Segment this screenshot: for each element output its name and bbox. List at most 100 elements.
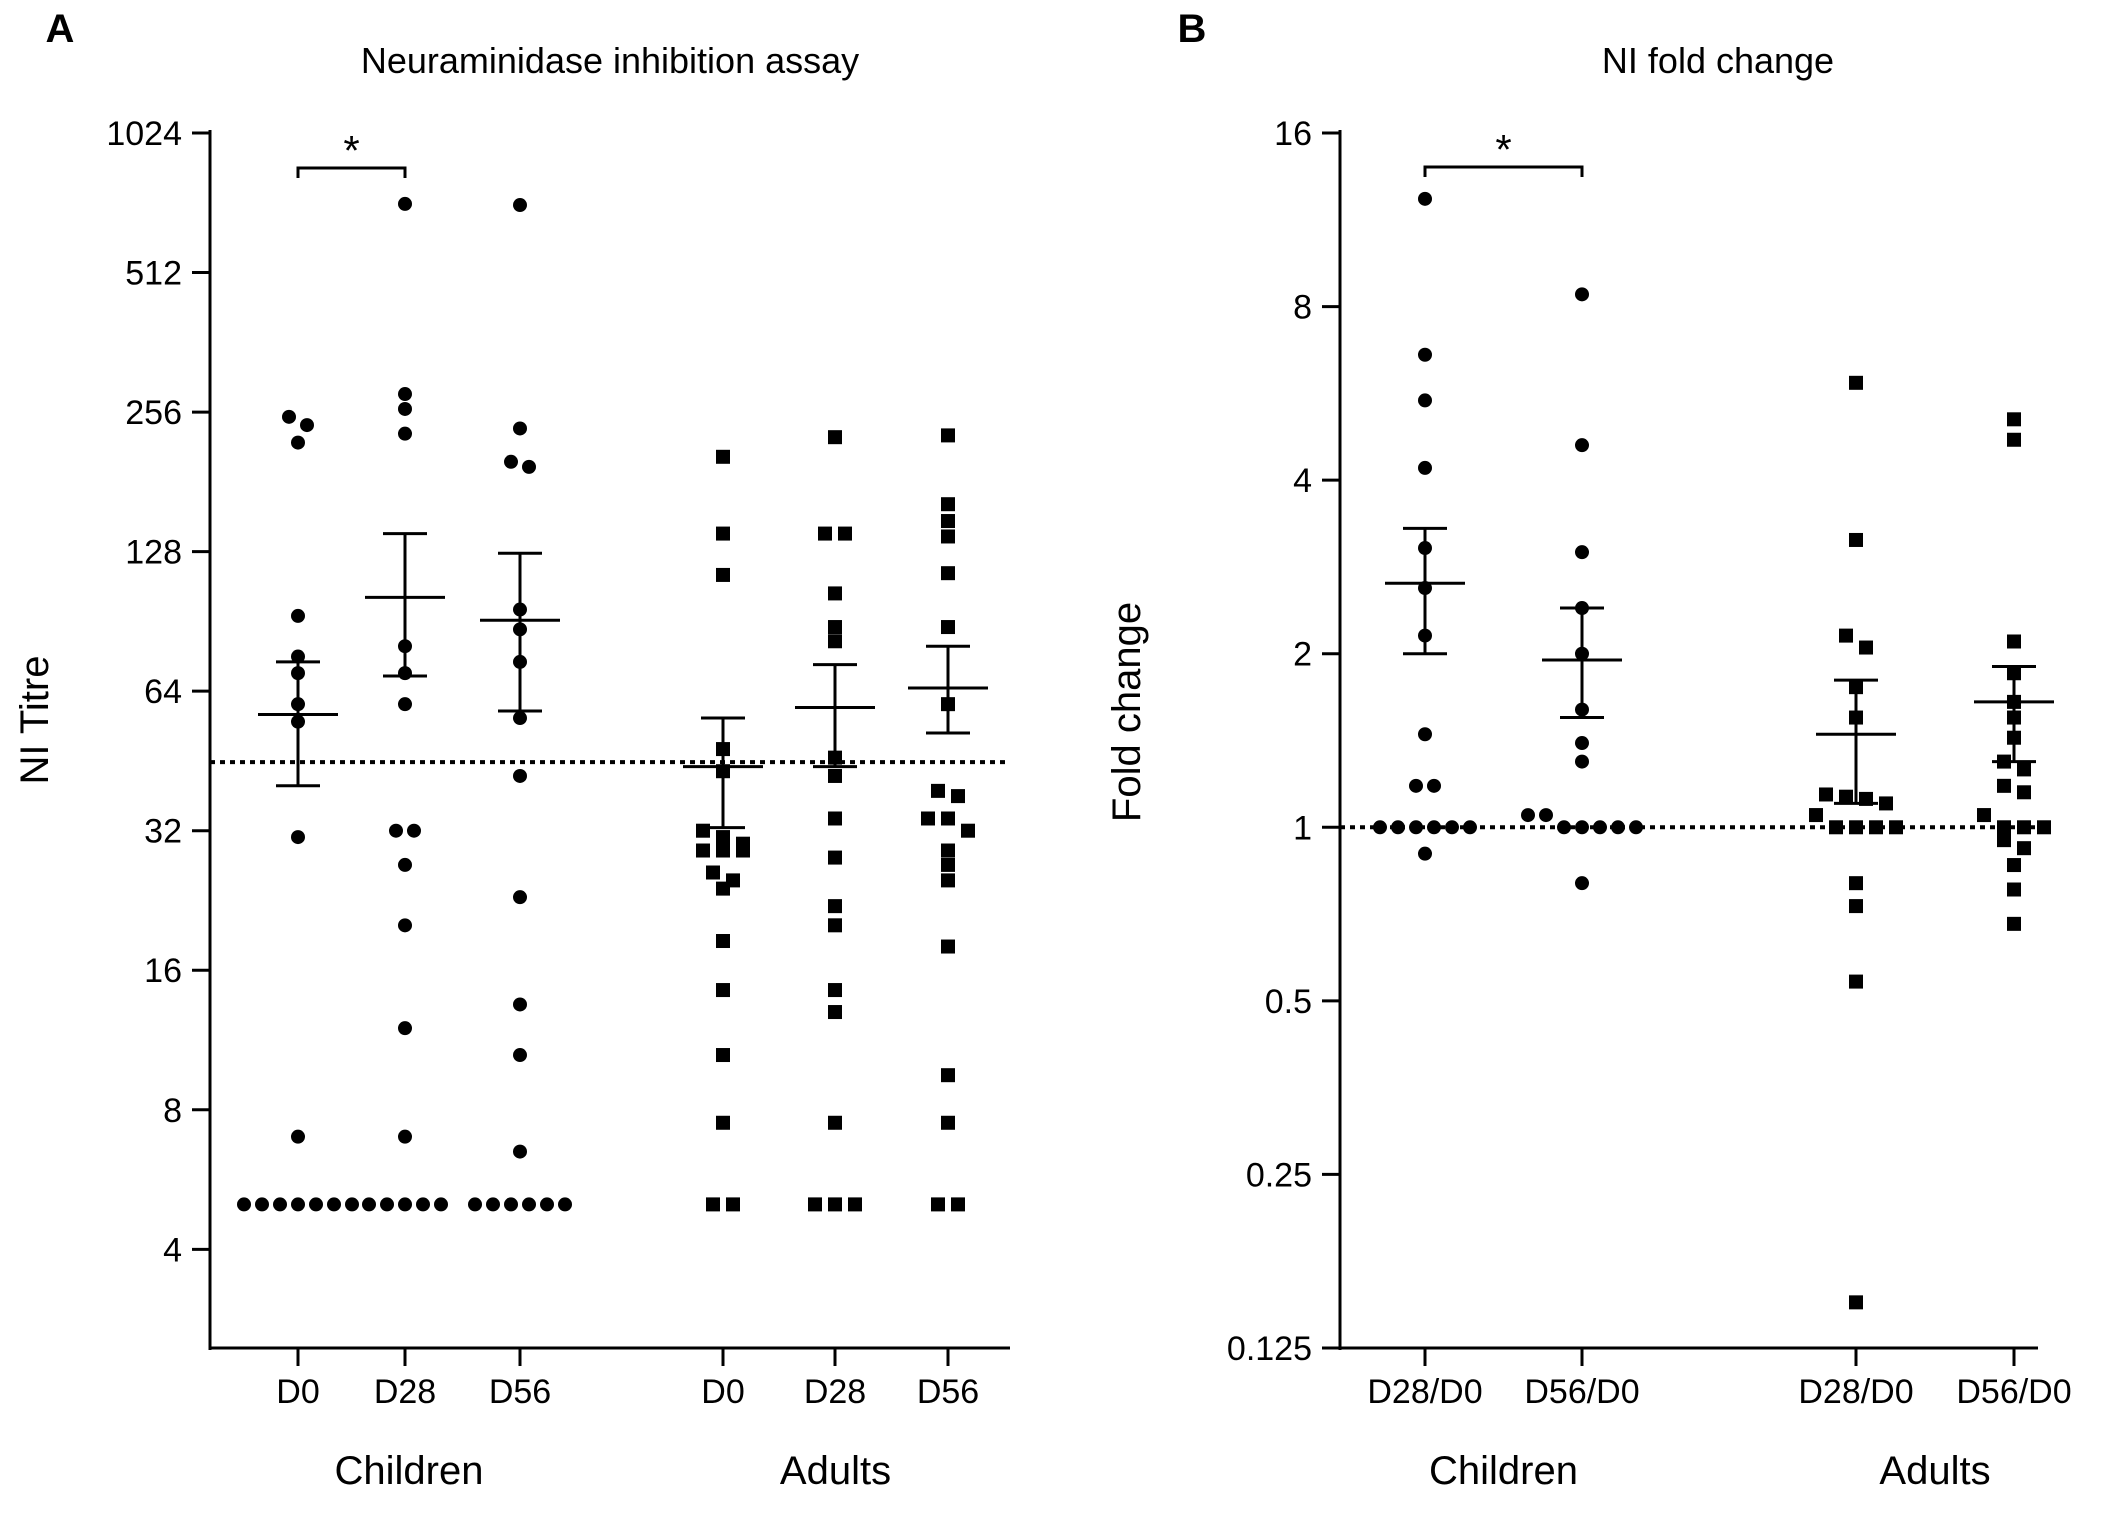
data-point (2007, 858, 2021, 873)
data-point (941, 514, 955, 529)
data-point (513, 768, 527, 783)
y-tick-label: 64 (144, 673, 182, 711)
data-point (513, 1048, 527, 1063)
group-label: Children (1429, 1449, 1578, 1493)
y-tick-label: 8 (163, 1092, 182, 1130)
data-point (716, 881, 730, 896)
data-point (1611, 820, 1625, 835)
data-point (1809, 808, 1823, 823)
data-point (362, 1197, 376, 1212)
data-point (941, 873, 955, 888)
series-adults-d28 (795, 430, 875, 1212)
data-point (716, 830, 730, 845)
data-point (941, 811, 955, 826)
data-point (941, 939, 955, 954)
data-point (828, 768, 842, 783)
data-point (1575, 820, 1589, 835)
data-point (1849, 375, 1863, 390)
data-point (398, 1197, 412, 1212)
x-tick-label: D28 (804, 1373, 866, 1411)
group-label: Adults (780, 1449, 891, 1493)
series-children-d0 (237, 409, 359, 1212)
data-point (1889, 820, 1903, 835)
data-point (828, 1005, 842, 1020)
y-tick-label: 128 (125, 534, 182, 572)
data-point (291, 830, 305, 845)
x-tick-label: D56/D0 (1956, 1373, 2071, 1411)
data-point (716, 1048, 730, 1063)
data-point (848, 1197, 862, 1212)
data-point (1418, 191, 1432, 206)
data-point (504, 454, 518, 469)
data-point (828, 899, 842, 914)
data-point (716, 567, 730, 582)
data-point (407, 823, 421, 838)
y-tick-label: 8 (1293, 289, 1312, 327)
series-adults-d56-d0 (1974, 412, 2054, 931)
data-point (696, 823, 710, 838)
data-point (291, 608, 305, 623)
y-tick-label: 4 (163, 1231, 182, 1269)
data-point (941, 857, 955, 872)
group-label: Adults (1879, 1449, 1990, 1493)
data-point (716, 1115, 730, 1130)
data-point (716, 983, 730, 998)
data-point (1409, 820, 1423, 835)
y-tick-label: 256 (125, 394, 182, 432)
data-point (828, 983, 842, 998)
data-point (1445, 820, 1459, 835)
data-point (941, 566, 955, 581)
y-tick-label: 16 (144, 952, 182, 990)
data-point (1839, 628, 1853, 643)
data-point (434, 1197, 448, 1212)
y-tick-label: 1 (1293, 809, 1312, 847)
data-point (1557, 820, 1571, 835)
data-point (1575, 736, 1589, 751)
data-point (513, 997, 527, 1012)
data-point (513, 198, 527, 213)
x-tick-label: D0 (701, 1373, 744, 1411)
x-tick-label: D28/D0 (1798, 1373, 1913, 1411)
data-point (1849, 1295, 1863, 1310)
data-point (1819, 787, 1833, 802)
data-point (1859, 640, 1873, 655)
data-point (726, 1197, 740, 1212)
y-axis-label: Fold change (1105, 602, 1149, 822)
data-point (941, 1068, 955, 1083)
data-point (808, 1197, 822, 1212)
data-point (1869, 820, 1883, 835)
data-point (468, 1197, 482, 1212)
series-children-d56-d0 (1521, 287, 1643, 891)
data-point (398, 387, 412, 402)
data-point (398, 196, 412, 211)
data-point (1829, 820, 1843, 835)
data-point (291, 435, 305, 450)
series-children-d56 (468, 198, 572, 1212)
x-tick-label: D28 (374, 1373, 436, 1411)
data-point (2007, 432, 2021, 447)
data-point (398, 426, 412, 441)
chart-title: Neuraminidase inhibition assay (361, 40, 859, 81)
significance-star: * (1495, 126, 1511, 173)
data-point (300, 418, 314, 433)
data-point (1418, 393, 1432, 408)
data-point (1427, 778, 1441, 793)
data-point (706, 865, 720, 880)
data-point (1575, 438, 1589, 453)
data-point (828, 1115, 842, 1130)
data-point (838, 526, 852, 541)
significance-star: * (343, 127, 359, 174)
data-point (1418, 727, 1432, 742)
data-point (828, 850, 842, 865)
data-point (951, 1197, 965, 1212)
y-tick-label: 0.125 (1227, 1330, 1312, 1368)
data-point (291, 1197, 305, 1212)
data-point (941, 428, 955, 443)
y-tick-label: 512 (125, 255, 182, 293)
data-point (282, 409, 296, 424)
data-point (706, 1197, 720, 1212)
data-point (1629, 820, 1643, 835)
data-point (398, 401, 412, 416)
y-tick-label: 0.5 (1265, 983, 1312, 1021)
